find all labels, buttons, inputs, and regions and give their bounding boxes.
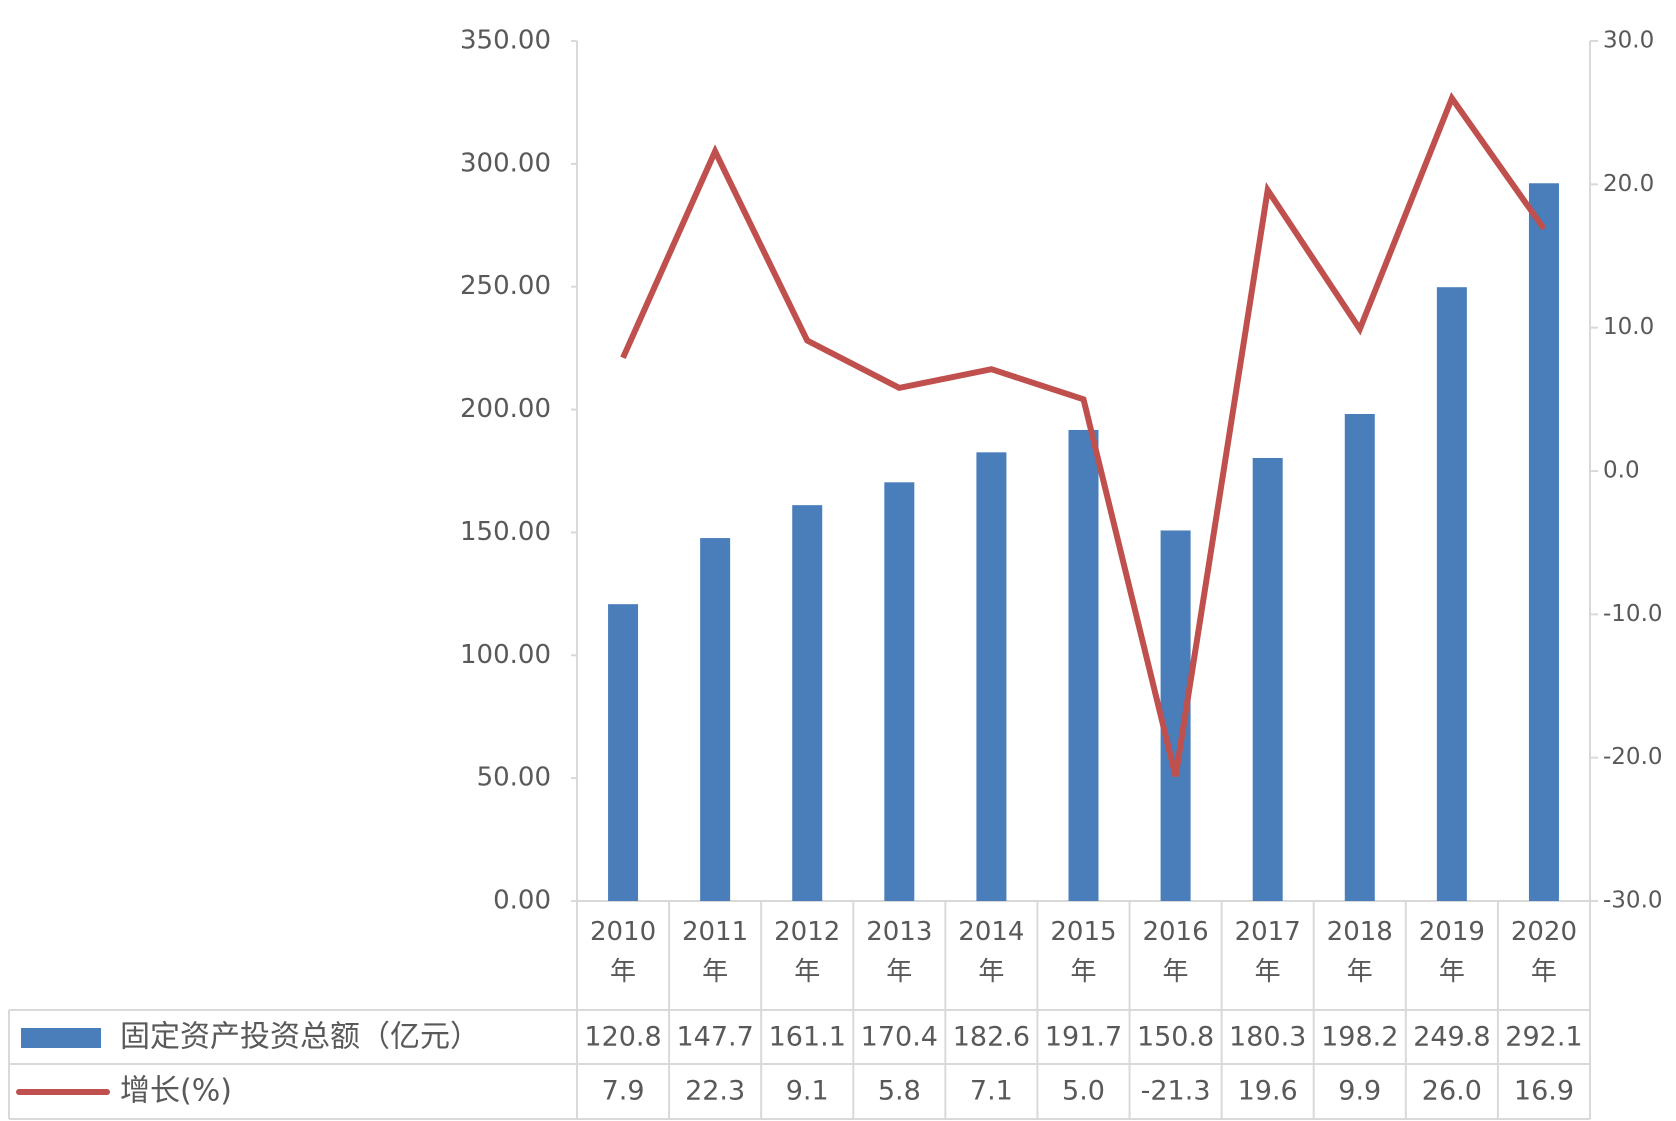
bar <box>1344 413 1375 901</box>
table-value: 9.1 <box>786 1076 829 1107</box>
y-tick-label: 300.00 <box>460 148 551 178</box>
table-value: 249.8 <box>1413 1022 1490 1053</box>
bar <box>700 538 731 901</box>
x-tick-label-box: 2019年 <box>1418 917 1485 987</box>
x-tick-label: 2015年 <box>1050 917 1117 987</box>
line <box>620 92 1547 778</box>
x-tick-label: 2018年 <box>1326 917 1393 987</box>
table-value: 198.2 <box>1321 1022 1398 1053</box>
x-tick-label: 2014年 <box>958 917 1025 987</box>
y-tick-label: 350.00 <box>460 26 551 56</box>
y-tick-label: 200.00 <box>460 394 551 424</box>
table-value: 120.8 <box>584 1022 661 1053</box>
y2-tick-label: -10.0 <box>1603 601 1663 627</box>
legend-label: 固定资产投资总额（亿元） <box>120 1020 480 1055</box>
table-value: 182.6 <box>953 1022 1030 1053</box>
table-value: 180.3 <box>1229 1022 1306 1053</box>
table-value: -21.3 <box>1141 1076 1211 1107</box>
x-tick-label: 2012年 <box>774 917 841 987</box>
x-tick-label-box: 2017年 <box>1234 917 1301 987</box>
table-value: 26.0 <box>1422 1076 1482 1107</box>
y-tick-label: 0.00 <box>493 886 551 916</box>
x-tick-label-box: 2020年 <box>1510 917 1578 987</box>
bar <box>1068 429 1099 901</box>
y-tick-label: 150.00 <box>460 517 551 547</box>
table-value: 150.8 <box>1137 1022 1214 1053</box>
bar <box>1252 457 1283 901</box>
x-tick-label-box: 2013年 <box>866 917 933 987</box>
y2-tick-label: 10.0 <box>1603 314 1654 340</box>
x-tick-label: 2013年 <box>866 917 933 987</box>
x-tick-label-box: 2011年 <box>682 917 749 987</box>
x-tick-label: 2011年 <box>682 917 749 987</box>
x-tick-label: 2019年 <box>1418 917 1485 987</box>
y2-tick-label: 20.0 <box>1603 171 1654 197</box>
table-value: 16.9 <box>1514 1076 1574 1107</box>
y-tick-label: 100.00 <box>460 640 551 670</box>
x-tick-label: 2010年 <box>589 917 657 987</box>
x-tick-label-box: 2010年 <box>589 917 657 987</box>
y2-tick-label: -20.0 <box>1603 744 1663 770</box>
x-tick-label-box: 2016年 <box>1142 917 1209 987</box>
bar <box>1436 287 1467 902</box>
table-value: 5.0 <box>1062 1076 1105 1107</box>
y2-tick-label: -30.0 <box>1603 888 1663 914</box>
y-tick-label: 250.00 <box>460 271 551 301</box>
table-value: 9.9 <box>1338 1076 1381 1107</box>
table-value: 7.9 <box>602 1076 645 1107</box>
x-tick-label-box: 2015年 <box>1050 917 1117 987</box>
x-tick-label-box: 2012年 <box>774 917 841 987</box>
x-tick-label-box: 2018年 <box>1326 917 1393 987</box>
table-value: 292.1 <box>1505 1022 1582 1053</box>
bar <box>884 482 915 901</box>
x-tick-label: 2020年 <box>1510 917 1578 987</box>
table-value: 191.7 <box>1045 1022 1122 1053</box>
bar <box>792 505 823 901</box>
legend-label: 增长(%) <box>120 1074 232 1109</box>
table-value: 7.1 <box>970 1076 1013 1107</box>
x-tick-label: 2017年 <box>1234 917 1301 987</box>
table-value: 19.6 <box>1238 1076 1298 1107</box>
x-tick-label: 2016年 <box>1142 917 1209 987</box>
table-value: 170.4 <box>861 1022 938 1053</box>
x-tick-label-box: 2014年 <box>958 917 1025 987</box>
bar <box>976 452 1007 901</box>
bar <box>608 604 639 901</box>
table-value: 161.1 <box>769 1022 846 1053</box>
legend-swatch <box>21 1028 101 1048</box>
table-value: 147.7 <box>676 1022 753 1053</box>
y2-tick-label: 30.0 <box>1603 28 1654 54</box>
table-value: 22.3 <box>685 1076 745 1107</box>
y2-tick-label: 0.0 <box>1603 458 1640 484</box>
bar <box>1528 183 1559 902</box>
y-tick-label: 50.00 <box>477 763 551 793</box>
table-value: 5.8 <box>878 1076 921 1107</box>
